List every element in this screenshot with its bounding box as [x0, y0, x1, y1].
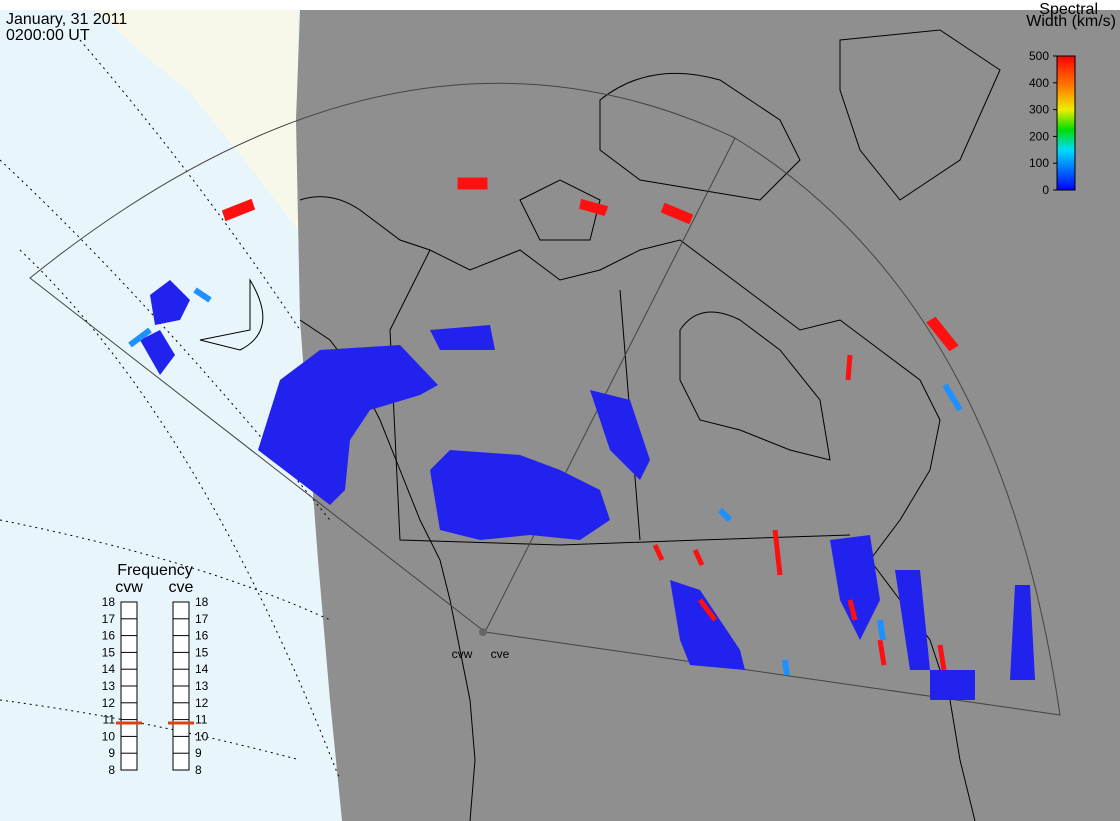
echo-patch [430, 450, 610, 540]
night-side [296, 10, 1120, 821]
frequency-tick-label: 9 [108, 746, 115, 760]
coastline [199, 29, 1001, 821]
frequency-tick-label: 16 [102, 629, 116, 643]
frequency-tick-label: 10 [102, 729, 116, 743]
colorbar-tick-label: 500 [1029, 49, 1049, 63]
colorbar-subtitle: Width (km/s) [1026, 13, 1116, 30]
frequency-tick-label: 11 [195, 713, 208, 727]
day-side [0, 10, 342, 821]
frequency-tick-label: 16 [195, 629, 209, 643]
frequency-title: Frequency [117, 562, 193, 579]
colorbar-tick-label: 100 [1029, 156, 1049, 170]
radar-fov [29, 82, 1061, 716]
colorbar-title: Spectral [1039, 1, 1098, 18]
echo-mid-width [128, 287, 963, 676]
echo-high-width [221, 177, 959, 671]
station-label: cve [491, 647, 510, 661]
radar-name: cve [169, 579, 194, 596]
date-label: January, 31 2011 [6, 11, 127, 28]
time-label: 0200:00 UT [6, 27, 90, 44]
frequency-tick-label: 14 [195, 662, 209, 676]
frequency-tick-label: 13 [102, 679, 116, 693]
colorbar [1056, 55, 1076, 191]
echo-patch [140, 280, 745, 670]
radar-name: cvw [115, 579, 143, 596]
frequency-tick-label: 13 [195, 679, 209, 693]
frequency-tick-label: 10 [195, 729, 209, 743]
frequency-tick-label: 12 [102, 696, 116, 710]
echo-patch [258, 345, 438, 505]
colorbar-tick-label: 300 [1029, 103, 1049, 117]
echo-patch [830, 535, 1035, 700]
echoes [128, 177, 1035, 700]
frequency-tick-label: 8 [108, 763, 115, 777]
frequency-tick-label: 12 [195, 696, 209, 710]
land-day [0, 10, 298, 230]
frequency-tick-label: 17 [102, 612, 116, 626]
frequency-tick-label: 15 [195, 645, 209, 659]
radar-site [479, 628, 487, 636]
frequency-tick-label: 18 [195, 595, 209, 609]
graticule [0, 39, 341, 781]
frequency-tick-label: 17 [195, 612, 209, 626]
station-label: cvw [452, 647, 473, 661]
frequency-tick-label: 18 [102, 595, 116, 609]
colorbar-tick-label: 400 [1029, 76, 1049, 90]
frequency-tick-label: 9 [195, 746, 202, 760]
frequency-tick-label: 11 [103, 713, 116, 727]
frequency-tick-label: 8 [195, 763, 202, 777]
frequency-tick-label: 15 [102, 645, 116, 659]
colorbar-tick-label: 0 [1042, 183, 1049, 197]
map [0, 10, 1120, 821]
colorbar-tick-label: 200 [1029, 129, 1049, 143]
frequency-tick-label: 14 [102, 662, 116, 676]
